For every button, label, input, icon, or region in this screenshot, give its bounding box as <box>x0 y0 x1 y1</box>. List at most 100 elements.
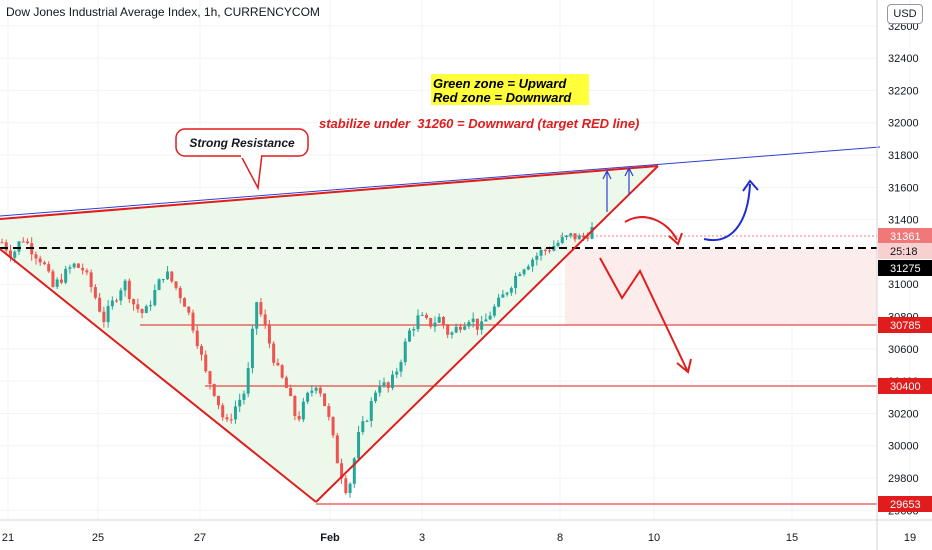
candle-body <box>250 328 254 369</box>
candle-body <box>183 298 187 307</box>
candle-body <box>208 371 212 384</box>
candle-body <box>76 263 80 268</box>
candle-body <box>475 318 479 330</box>
blue-curved-arrow <box>703 179 759 242</box>
candle-body <box>259 302 263 315</box>
candle-body <box>170 271 174 282</box>
candle-body <box>391 374 395 388</box>
chart-title: Dow Jones Industrial Average Index, 1h, … <box>6 5 320 19</box>
candle-body <box>471 318 475 322</box>
y-tick-label: 32000 <box>888 118 919 130</box>
y-tick-label: 32400 <box>888 53 919 65</box>
candle-body <box>382 382 386 387</box>
candle-body <box>531 259 535 267</box>
candle-body <box>119 290 123 301</box>
y-tick-label: 30000 <box>888 441 919 453</box>
time-axis[interactable]: 21 25 27 Feb 3 8 10 15 19 <box>2 532 916 544</box>
candle-body <box>195 330 199 347</box>
candle-body <box>81 267 85 271</box>
candle-body <box>573 233 577 240</box>
candle-body <box>47 264 51 272</box>
candle-body <box>178 287 182 299</box>
resistance-callout-pointer <box>238 153 263 191</box>
candle-body <box>51 271 55 287</box>
price-badge <box>878 260 932 276</box>
candle-body <box>403 341 407 363</box>
candle-body <box>149 305 153 307</box>
candle-body <box>140 309 144 314</box>
price-badge <box>878 317 932 333</box>
candle-body <box>318 387 322 394</box>
x-tick-label: 21 <box>2 532 14 544</box>
candle-body <box>331 416 335 436</box>
candle-body <box>93 286 97 298</box>
candle-body <box>284 377 288 388</box>
y-tick-label: 30600 <box>888 344 919 356</box>
candle-body <box>420 314 424 316</box>
candle-body <box>335 435 339 464</box>
candle-body <box>539 250 543 256</box>
candle-body <box>361 421 365 433</box>
candle-body <box>106 306 110 323</box>
legend-highlight <box>431 74 589 105</box>
candle-body <box>42 262 46 265</box>
price-axis[interactable]: 2960029800300003020030400306003080031000… <box>888 21 919 517</box>
candle-body <box>297 416 301 420</box>
candle-body <box>89 272 93 287</box>
candle-body <box>68 267 72 269</box>
x-tick-label: 25 <box>92 532 104 544</box>
candle-body <box>289 387 293 397</box>
candle-body <box>458 326 462 330</box>
candle-body <box>225 417 229 420</box>
candle-body <box>221 405 225 418</box>
candle-body <box>586 237 590 239</box>
candle-body <box>98 297 102 312</box>
candle-body <box>526 266 530 270</box>
candle-body <box>263 314 267 326</box>
green-zone <box>0 166 658 502</box>
candle-body <box>85 270 89 273</box>
currency-button[interactable]: USD <box>887 4 923 24</box>
candle-body <box>166 271 170 280</box>
candle-body <box>497 297 501 307</box>
candle-body <box>560 237 564 243</box>
price-badge <box>878 378 932 394</box>
candle-body <box>255 302 259 329</box>
candle-body <box>21 241 25 243</box>
candle-body <box>323 393 327 407</box>
legend-red-label: Red zone = Downward <box>433 90 572 105</box>
price-badge-label: 25:18 <box>890 246 918 258</box>
candle-body <box>272 343 276 363</box>
candle-body <box>582 235 586 238</box>
candle-body <box>501 294 505 298</box>
candle-body <box>157 279 161 291</box>
candle-body <box>492 306 496 316</box>
price-badge-label: 29653 <box>890 499 921 511</box>
candle-body <box>110 300 114 307</box>
candle-body <box>429 317 433 327</box>
resistance-blue-line <box>0 146 881 217</box>
candle-body <box>522 269 526 275</box>
y-tick-label: 32200 <box>888 85 919 97</box>
candle-body <box>233 406 237 420</box>
candle-body <box>136 304 140 310</box>
stabilize-note: stabilize under 31260 = Downward (target… <box>319 116 639 131</box>
candle-body <box>484 319 488 322</box>
price-badge-label: 31361 <box>890 231 921 243</box>
candle-body <box>357 432 361 459</box>
candle-body <box>488 315 492 320</box>
candle-body <box>246 368 250 394</box>
candle-body <box>187 306 191 313</box>
candle-body <box>446 325 450 335</box>
candle-body <box>365 420 369 422</box>
candle-body <box>17 241 21 252</box>
candle-body <box>306 392 310 402</box>
candle-body <box>314 387 318 391</box>
candle-body <box>386 382 390 388</box>
legend-green-label: Green zone = Upward <box>433 76 567 91</box>
candle-body <box>55 279 59 287</box>
candle-body <box>590 227 594 239</box>
candle-body <box>374 392 378 402</box>
y-tick-label: 31800 <box>888 150 919 162</box>
